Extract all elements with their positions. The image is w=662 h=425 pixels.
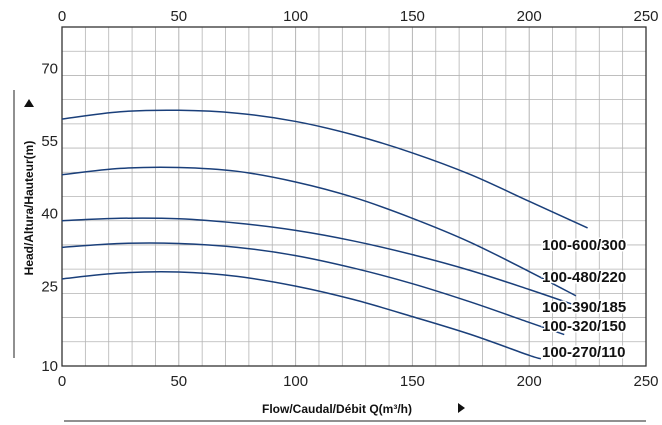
curve-100-600/300 [61,109,588,229]
y-tick-label: 70 [41,60,58,77]
x-tick-label-top: 150 [400,8,425,25]
y-axis-title: Head/Altura/Hauteur(m) [22,141,36,276]
series-label: 100-270/110 [542,344,625,361]
x-tick-label-top: 100 [283,8,308,25]
x-axis-arrow-icon [458,403,465,413]
curve-labels: 100-600/300 100-480/220 100-390/185 100-320… [541,236,628,363]
curves [61,109,588,360]
x-tick-label-bottom: 0 [58,373,66,390]
curve-100-320/150 [61,242,565,336]
y-tick-label: 40 [41,206,58,223]
x-tick-label-top: 250 [633,8,658,25]
series-label: 100-390/185 [542,299,626,316]
curve-100-480/220 [61,166,577,297]
x-tick-label-bottom: 100 [283,373,308,390]
series-label: 100-600/300 [542,237,626,254]
series-label: 100-320/150 [542,318,626,335]
y-tick-label: 55 [41,133,58,150]
plot-frame [61,26,647,367]
y-tick-label: 25 [41,278,58,295]
x-tick-label-bottom: 50 [170,373,187,390]
x-tick-label-bottom: 150 [400,373,425,390]
curve-100-270/110 [61,271,542,360]
x-tick-label-top: 50 [170,8,187,25]
x-tick-label-bottom: 250 [633,373,658,390]
x-tick-label-bottom: 200 [517,373,542,390]
y-axis-arrow-icon [24,99,34,107]
x-axis-title: Flow/Caudal/Débit Q(m³/h) [262,402,412,416]
series-label: 100-480/220 [542,269,626,286]
tick-labels: 0 0 50 50 100 100 150 150 200 200 250 250 10 25 40 55 70 [41,8,658,390]
curve-100-390/185 [61,217,577,307]
x-tick-label-top: 200 [517,8,542,25]
x-tick-label-top: 0 [58,8,66,25]
y-tick-label: 10 [41,358,58,375]
